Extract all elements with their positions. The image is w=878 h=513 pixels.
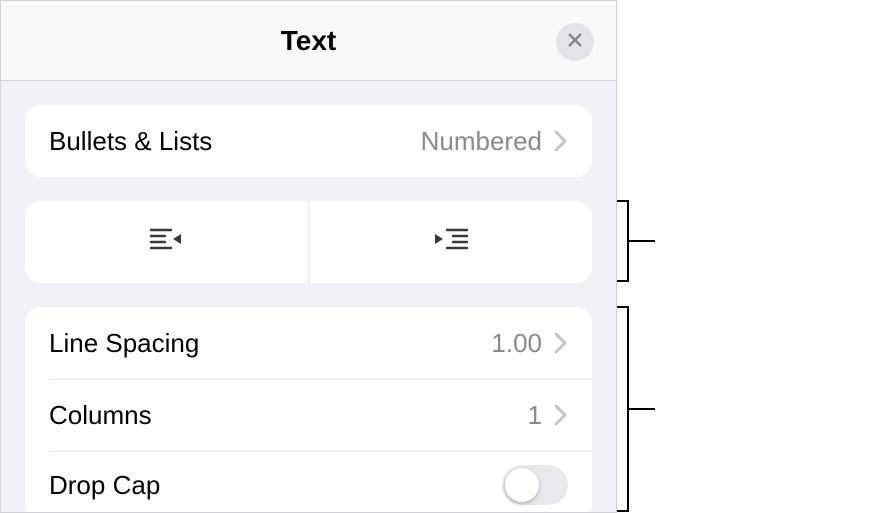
columns-label: Columns: [49, 400, 528, 431]
toggle-knob: [505, 468, 539, 502]
chevron-right-icon: [554, 404, 568, 426]
decrease-indent-icon: [147, 225, 187, 260]
line-spacing-label: Line Spacing: [49, 328, 491, 359]
bullets-section: Bullets & Lists Numbered: [25, 105, 592, 177]
drop-cap-row: Drop Cap: [25, 451, 592, 513]
callout-line-para: [629, 408, 655, 410]
close-button[interactable]: [556, 23, 594, 61]
panel-title: Text: [281, 25, 337, 57]
text-format-panel: Text Bullets & Lists Numbered: [0, 0, 617, 513]
callout-bracket-indent-top: [617, 200, 627, 202]
bullets-value: Numbered: [421, 126, 542, 157]
columns-row[interactable]: Columns 1: [25, 379, 592, 451]
paragraph-section: Line Spacing 1.00 Columns 1 Drop Cap: [25, 307, 592, 513]
bullets-label: Bullets & Lists: [49, 126, 421, 157]
drop-cap-label: Drop Cap: [49, 470, 502, 501]
line-spacing-row[interactable]: Line Spacing 1.00: [25, 307, 592, 379]
indent-section: [25, 201, 592, 283]
callout-bracket-para-bot: [617, 510, 627, 512]
callout-bracket-indent-bot: [617, 280, 627, 282]
decrease-indent-button[interactable]: [25, 201, 308, 283]
panel-header: Text: [1, 1, 616, 81]
drop-cap-toggle[interactable]: [502, 465, 568, 505]
chevron-right-icon: [554, 130, 568, 152]
chevron-right-icon: [554, 332, 568, 354]
callout-line-indent: [629, 240, 655, 242]
close-icon: [566, 31, 584, 54]
increase-indent-button[interactable]: [308, 201, 592, 283]
callout-bracket-para-top: [617, 306, 627, 308]
line-spacing-value: 1.00: [491, 328, 542, 359]
increase-indent-icon: [431, 225, 471, 260]
columns-value: 1: [528, 400, 542, 431]
bullets-lists-row[interactable]: Bullets & Lists Numbered: [25, 105, 592, 177]
